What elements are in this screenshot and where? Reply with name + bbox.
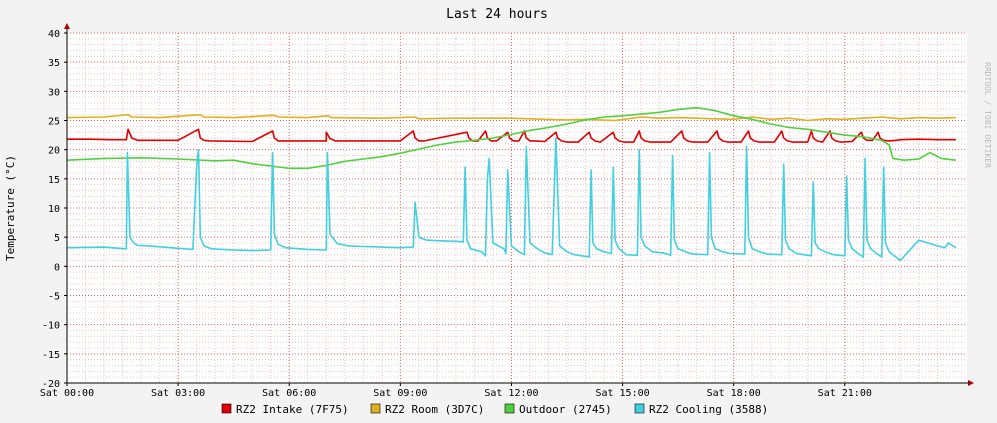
x-tick-label: Sat 06:00 [262, 388, 316, 399]
legend-label: RZ2 Cooling (3588) [649, 403, 768, 416]
y-tick-label: 10 [48, 204, 60, 215]
y-tick-label: 40 [48, 29, 60, 40]
y-tick-label: -20 [42, 379, 60, 390]
series-layer [66, 106, 957, 262]
x-axis-arrow [968, 380, 974, 386]
x-tick-label: Sat 12:00 [484, 388, 538, 399]
grid [67, 32, 967, 383]
legend: RZ2 Intake (7F75) RZ2 Room (3D7C) Outdoor … [221, 403, 768, 416]
y-tick-label: -15 [42, 350, 60, 361]
series-line-4 [66, 137, 957, 262]
series-line-2 [66, 113, 956, 122]
legend-label: RZ2 Room (3D7C) [385, 403, 484, 416]
y-axis-label: Temperature (°C) [4, 155, 17, 261]
legend-swatch [370, 403, 381, 414]
y-tick-label: 35 [48, 58, 60, 69]
y-tick-label: 20 [48, 146, 60, 157]
legend-swatch [221, 403, 232, 414]
x-tick-label: Sat 09:00 [373, 388, 427, 399]
rrdtool-watermark: RRDTOOL / TOBI OETIKER [983, 62, 992, 168]
y-tick-label: 30 [48, 87, 60, 98]
x-tick-label: Sat 15:00 [595, 388, 649, 399]
y-tick-label: 25 [48, 117, 60, 128]
legend-swatch [504, 403, 515, 414]
legend-swatch [634, 403, 645, 414]
legend-label: Outdoor (2745) [519, 403, 612, 416]
y-tick-label: -5 [48, 292, 60, 303]
x-tick-label: Sat 00:00 [40, 388, 94, 399]
legend-label: RZ2 Intake (7F75) [236, 403, 349, 416]
x-tick-label: Sat 03:00 [151, 388, 205, 399]
series-line-1 [67, 128, 956, 143]
x-tick-label: Sat 18:00 [707, 388, 761, 399]
chart-title: Last 24 hours [446, 7, 548, 22]
x-tick-label: Sat 21:00 [818, 388, 872, 399]
y-tick-label: -10 [42, 321, 60, 332]
y-axis-arrow [64, 23, 70, 29]
series-line-3 [66, 106, 956, 170]
y-tick-label: 0 [54, 262, 60, 273]
axes: -20 -15 -10 -5 0 5 10 15 20 25 30 35 40 Sat 00:00 Sat … [40, 23, 974, 399]
y-tick-label: 5 [54, 233, 60, 244]
y-tick-label: 15 [48, 175, 60, 186]
